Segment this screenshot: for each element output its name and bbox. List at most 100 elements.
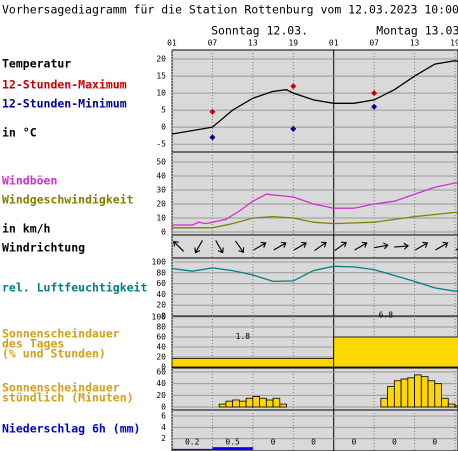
sun-bar [279,403,287,408]
hour-tick-label: 07 [369,39,379,48]
wind-arrow [314,241,327,251]
sun-bar [252,396,260,408]
wind-arrow [394,242,409,250]
sun-bar [225,400,234,408]
wind-arrow-shape [314,241,327,251]
series-line [172,182,458,226]
panel-label: Temperatur [2,57,71,71]
sun-bar [172,358,335,368]
y-tick-label: 80 [156,323,166,332]
panel-background [171,409,458,451]
wind-arrow-shape [253,241,267,251]
sun-bar [420,376,429,408]
precip-label: 0 [432,438,437,447]
wind-arrow [234,240,245,253]
sun-bar [400,378,409,408]
sun-bar [393,380,402,408]
y-tick-label: 40 [156,290,166,299]
sun-bar [245,397,254,408]
panel-label: in °C [2,126,37,140]
y-tick-label: 30 [156,186,166,195]
y-tick-label: 100 [152,258,167,267]
y-tick-label: 5 [161,106,166,115]
wind-arrow [215,240,224,254]
extreme-marker [209,134,216,141]
y-tick-label: 6 [161,412,166,421]
sun-bar [232,399,240,408]
y-tick-label: 60 [156,279,166,288]
sun-bar [387,386,395,408]
wind-arrow-shape [293,241,307,251]
y-tick-label: 40 [156,172,166,181]
panel-label: Windrichtung [2,241,85,255]
y-tick-label: 20 [156,301,166,310]
day-label: Sonntag 12.03. [211,24,308,38]
sun-bar [434,383,442,408]
precip-label: 0.5 [225,438,240,447]
wind-arrow [194,240,203,254]
y-tick-label: 0 [161,312,166,321]
wind-arrow [273,241,287,251]
y-tick-label: 40 [156,379,166,388]
y-tick-label: 100 [152,313,167,322]
wind-arrow-shape [373,242,389,250]
y-tick-label: 20 [156,200,166,209]
wind-arrow [414,241,429,251]
wind-arrow-shape [334,241,347,251]
sun-bar [265,399,274,408]
y-tick-label: 2 [161,434,166,443]
y-tick-label: 0 [161,228,166,237]
precip-label: 0 [311,438,316,447]
y-tick-label: 60 [156,368,166,377]
series-line [172,211,458,229]
hour-tick-label: 13 [248,39,258,48]
hour-tick-label: 13 [410,39,420,48]
plot-layer [172,265,458,292]
extreme-marker [371,90,378,97]
sun-bar [238,400,247,408]
extreme-marker [209,108,216,115]
y-tick-label: 20 [156,55,166,64]
series-line [172,60,458,135]
wind-arrow-shape [215,240,224,254]
y-tick-label: 50 [156,158,166,167]
y-tick-label: 20 [156,353,166,362]
day-label: Montag 13.03. [376,24,458,38]
wind-arrow-shape [173,240,185,252]
hour-tick-label: 01 [329,39,339,48]
panel-label: 12-Stunden-Maximum [2,78,127,92]
plot-layer: 1.8 6.8 [172,311,458,368]
sun-hours-label: 6.8 [379,311,394,320]
plot-layer: 0.2 0.5 0 0 0 0 0 [172,438,437,450]
panel-background [171,49,458,153]
precip-bar [212,447,253,450]
wind-arrow-shape [354,241,368,251]
diagram-title: Vorhersagediagramm für die Station Rotte… [2,3,458,17]
y-tick-label: 80 [156,268,166,277]
sun-bar [414,374,422,408]
y-tick-label: 20 [156,391,166,400]
y-tick-label: -5 [156,140,166,149]
sun-bar [333,336,458,368]
extreme-marker [290,125,297,132]
y-tick-label: 10 [156,214,166,223]
wind-arrow [334,241,347,251]
sun-bar [447,403,456,408]
panel-label: Windgeschwindigkeit [2,193,134,207]
plot-layer [172,182,458,229]
plot-layer [218,374,458,408]
panel-label: in km/h [2,222,51,236]
wind-arrow-shape [194,240,203,254]
precip-label: 0 [352,438,357,447]
y-tick-label: 15 [156,72,166,81]
y-tick-label: 0 [161,363,166,372]
sun-bar [380,397,389,408]
sun-bar [441,397,449,408]
plot-layer [172,60,458,141]
sun-hours-label: 1.8 [236,332,251,341]
sun-bar [454,405,458,408]
panel-label: des Tages [2,337,64,351]
wind-arrow [435,241,449,251]
extreme-marker [371,103,378,110]
wind-arrow-shape [234,240,245,253]
